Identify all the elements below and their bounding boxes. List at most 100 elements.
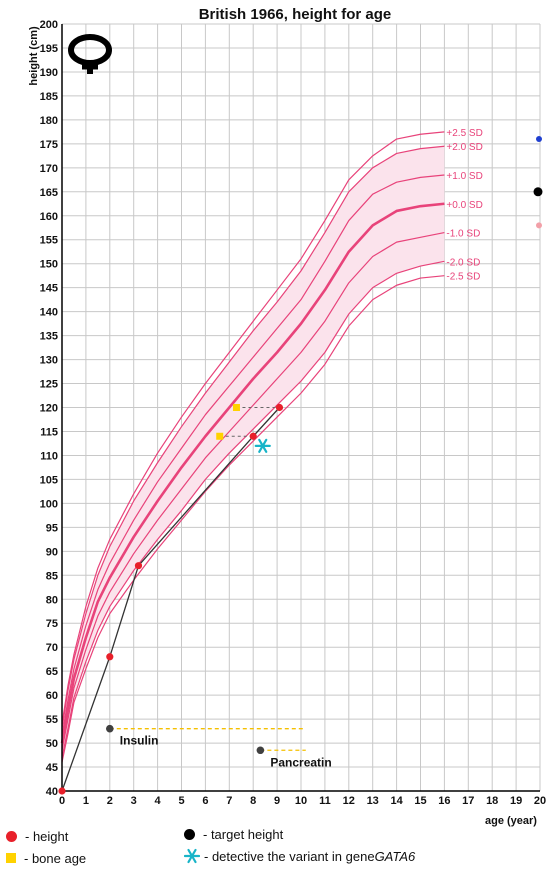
y-tick-label: 175 xyxy=(40,139,58,151)
x-tick-label: 1 xyxy=(83,795,89,807)
variant-asterisk-icon xyxy=(254,438,271,453)
x-tick-label: 15 xyxy=(414,795,426,807)
x-tick-label: 16 xyxy=(438,795,450,807)
y-tick-label: 55 xyxy=(46,714,58,726)
y-tick-label: 65 xyxy=(46,666,58,678)
sd-curve xyxy=(61,174,445,736)
x-tick-label: 0 xyxy=(59,795,65,807)
x-tick-label: 9 xyxy=(274,795,280,807)
legend-bone-age-label: - bone age xyxy=(24,850,87,866)
sd-curve xyxy=(61,131,445,724)
x-tick-label: 18 xyxy=(486,795,498,807)
black-dot-icon xyxy=(184,828,195,840)
edge-marker xyxy=(536,136,542,143)
sd-curve xyxy=(61,145,445,729)
sd-band xyxy=(62,146,445,758)
x-tick-label: 6 xyxy=(202,795,208,807)
bone-age-point xyxy=(232,404,240,411)
yellow-square-icon xyxy=(6,853,16,863)
sd-curve-label: +2.5 SD xyxy=(446,128,482,139)
x-tick-label: 8 xyxy=(250,795,256,807)
female-symbol-icon xyxy=(68,34,112,74)
sd-curve xyxy=(61,260,445,758)
sd-curve-label: -2.5 SD xyxy=(446,272,480,283)
y-tick-label: 110 xyxy=(40,450,58,462)
legend-variant-gene: GATA6 xyxy=(374,848,416,864)
target-height-point xyxy=(533,187,543,197)
y-tick-label: 60 xyxy=(46,690,58,702)
axes xyxy=(61,24,540,792)
y-tick-label: 180 xyxy=(40,115,58,127)
x-tick-label: 3 xyxy=(131,795,137,807)
height-point xyxy=(106,653,114,661)
sd-curve-label: -1.0 SD xyxy=(446,229,480,240)
y-tick-label: 130 xyxy=(40,355,58,367)
y-tick-label: 170 xyxy=(40,163,58,175)
treatment-periods: Insulin Pancreatin xyxy=(106,724,332,769)
sd-curve-label: +0.0 SD xyxy=(446,200,482,211)
y-axis-label: height (cm) xyxy=(28,26,40,86)
edge-marker xyxy=(536,222,542,229)
sd-curve xyxy=(61,231,445,751)
y-tick-label: 120 xyxy=(40,403,58,415)
y-tick-label: 115 xyxy=(40,426,58,438)
y-tick-label: 195 xyxy=(40,43,58,55)
treatment-start-marker xyxy=(256,746,265,755)
y-tick-label: 160 xyxy=(40,211,58,223)
height-point xyxy=(58,787,66,795)
height-point xyxy=(275,403,284,412)
y-tick-label: 135 xyxy=(40,331,58,343)
axis-ticks: 0 1 2 3 4 5 6 7 8 9 10 11 12 13 14 15 16 17 18 19 2040455055… xyxy=(40,19,546,807)
grid xyxy=(61,23,541,792)
height-point xyxy=(134,562,143,570)
reference-curves: +2.5 SD +2.0 SD +1.0 SD +0.0 SD -1.0 SD -2.0 … xyxy=(60,128,483,763)
height-point xyxy=(249,432,257,440)
x-tick-label: 2 xyxy=(107,795,113,807)
sd-curve-label: +2.0 SD xyxy=(446,142,482,153)
legend: - height - bone age xyxy=(6,825,86,869)
y-tick-label: 75 xyxy=(46,618,58,630)
y-tick-label: 155 xyxy=(40,235,58,247)
treatment-start-marker xyxy=(106,724,114,733)
y-tick-label: 45 xyxy=(46,762,58,774)
y-tick-label: 200 xyxy=(40,19,58,31)
y-tick-label: 105 xyxy=(40,474,58,486)
y-tick-label: 125 xyxy=(40,379,58,391)
y-tick-label: 100 xyxy=(40,498,58,510)
x-tick-label: 12 xyxy=(343,795,355,807)
sd-curve-label: -2.0 SD xyxy=(446,257,480,268)
y-tick-label: 70 xyxy=(46,642,58,654)
x-tick-label: 14 xyxy=(390,795,403,807)
legend-right: - target height - detective the variant … xyxy=(184,823,415,867)
chart-title: British 1966, height for age xyxy=(199,6,392,23)
x-tick-label: 17 xyxy=(462,795,474,807)
legend-item-height: - height xyxy=(6,825,86,847)
treatment-label: Pancreatin xyxy=(270,755,331,769)
y-tick-label: 165 xyxy=(40,187,58,199)
y-tick-label: 150 xyxy=(40,259,58,271)
legend-item-variant: - detective the variant in gene GATA6 xyxy=(184,845,415,867)
legend-height-label: - height xyxy=(25,828,69,844)
x-tick-label: 7 xyxy=(226,795,232,807)
x-tick-label: 4 xyxy=(155,795,162,807)
x-tick-label: 19 xyxy=(510,795,522,807)
legend-item-bone-age: - bone age xyxy=(6,847,86,869)
y-tick-label: 185 xyxy=(40,91,58,103)
y-tick-label: 95 xyxy=(46,522,58,534)
y-tick-label: 50 xyxy=(46,738,58,750)
y-tick-label: 80 xyxy=(46,594,58,606)
legend-variant-label: - detective the variant in gene xyxy=(204,848,375,864)
y-tick-label: 85 xyxy=(46,570,58,582)
legend-target-label: - target height xyxy=(203,826,284,842)
y-tick-label: 145 xyxy=(40,283,58,295)
y-tick-label: 40 xyxy=(46,786,58,798)
legend-item-target-height: - target height xyxy=(184,823,415,845)
bone-age-point xyxy=(216,432,224,440)
red-dot-icon xyxy=(6,830,17,842)
y-tick-label: 90 xyxy=(46,546,58,558)
asterisk-stroke xyxy=(258,438,268,453)
x-tick-label: 13 xyxy=(367,795,379,807)
sd-curve xyxy=(60,202,445,744)
y-tick-label: 190 xyxy=(40,67,58,79)
x-tick-label: 10 xyxy=(295,795,307,807)
